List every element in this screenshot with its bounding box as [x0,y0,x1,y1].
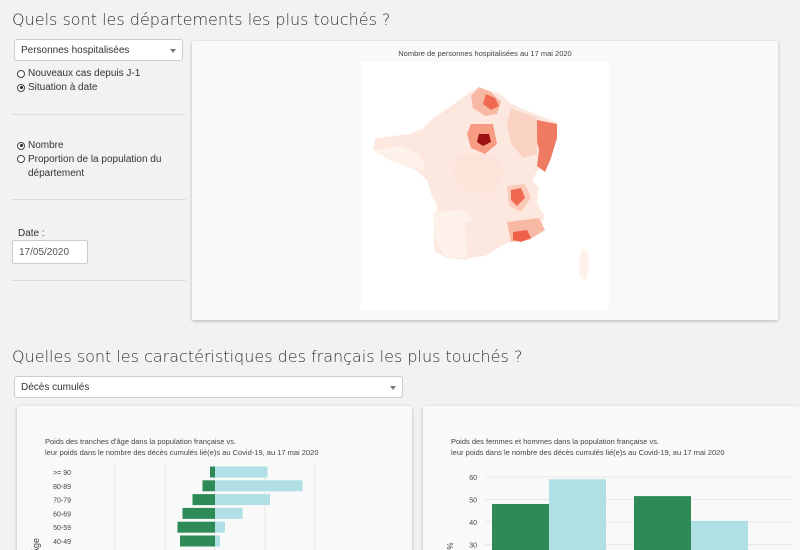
radio-label: Nouveaux cas depuis J-1 [28,68,141,79]
separator [12,114,186,115]
section-title-departements: Quels sont les départements les plus tou… [12,10,391,29]
bar-population [215,521,225,533]
bar-deces [177,521,215,533]
occitanie-region [465,218,507,258]
tick-label: 60 [469,475,477,482]
bretagne-region [373,146,427,170]
radio-nouveaux-cas[interactable]: Nouveaux cas depuis J-1 [17,68,140,79]
date-input[interactable]: 17/05/2020 [12,240,88,264]
bar-population [215,535,220,547]
indicator-select[interactable]: Personnes hospitalisées [14,39,183,61]
tick-label: 60-69 [53,511,71,518]
age-chart-title: Poids des tranches d'âge dans la populat… [45,436,319,458]
bar-population [215,494,270,506]
separator [12,199,186,200]
sex-chart-panel: Poids des femmes et hommes dans la popul… [423,406,800,550]
marseille-hotspot [513,230,531,242]
indicator-select-value: Personnes hospitalisées [21,45,130,56]
separator [12,280,186,281]
bar-deces [182,507,215,519]
lyon-hotspot [511,188,525,206]
characteristics-indicator-select[interactable]: Décès cumulés [14,376,403,398]
radio-label: Proportion de la population du départeme… [28,154,162,179]
radio-nombre[interactable]: Nombre [17,140,64,151]
tick-label: 40 [469,520,477,527]
map-canvas[interactable] [361,62,609,310]
est-region [507,108,537,158]
bar-deces [634,496,691,550]
nord-hotspot [483,94,499,110]
tick-label: 80-89 [53,484,71,491]
bar-population [691,520,748,550]
centre-region [453,154,505,194]
sex-chart-title: Poids des femmes et hommes dans la popul… [451,436,725,458]
axis-label: Âge [31,538,41,550]
tick-label: 70-79 [53,498,71,505]
chart-title-line: Poids des tranches d'âge dans la populat… [45,437,237,446]
bar-deces [192,494,215,506]
sex-bar-chart: 60 50 40 30% [446,475,793,550]
axis-label: % [446,542,455,549]
france-choropleth-map[interactable] [361,62,609,310]
radio-button-selected-icon [17,141,25,150]
bar-population [215,480,303,492]
tick-label: 50-59 [53,525,71,532]
radio-button-icon [17,155,25,163]
bar-deces [180,535,215,547]
map-title: Nombre de personnes hospitalisées au 17 … [398,49,572,58]
map-panel: Nombre de personnes hospitalisées au 17 … [192,41,778,320]
radio-situation-a-date[interactable]: Situation à date [17,82,98,93]
alsace-region [535,120,557,172]
tick-label: 40-49 [53,539,71,546]
bar-population [215,466,268,478]
bar-deces [210,466,215,478]
bar-population [215,507,243,519]
chevron-down-icon [390,386,396,390]
date-label: Date : [18,228,45,239]
bar-population [549,479,606,550]
bar-deces [202,480,215,492]
radio-label: Situation à date [28,82,98,93]
bar-deces [492,504,549,550]
corse [578,247,590,283]
age-chart-panel: Poids des tranches d'âge dans la populat… [17,406,412,550]
chart-title-line: Poids des femmes et hommes dans la popul… [451,437,660,446]
tick-label: >= 90 [53,470,71,477]
tick-label: 30 [469,543,477,550]
chart-title-line: leur poids dans le nombre des décès cumu… [45,448,319,457]
chart-title-line: leur poids dans le nombre des décès cumu… [451,448,725,457]
section-title-caracteristiques: Quelles sont les caractéristiques des fr… [12,347,523,366]
radio-proportion[interactable]: Proportion de la population du départeme… [17,153,178,181]
radio-button-selected-icon [17,83,25,92]
chevron-down-icon [170,49,176,53]
radio-button-icon [17,69,25,78]
tick-label: 50 [469,498,477,505]
paris-hotspot [477,134,491,146]
age-pyramid-chart: >= 90 80-89 70-79 60-69 50-59 40-49 Âge [31,466,316,550]
radio-label: Nombre [28,140,64,151]
indicator-select-value: Décès cumulés [21,382,90,393]
